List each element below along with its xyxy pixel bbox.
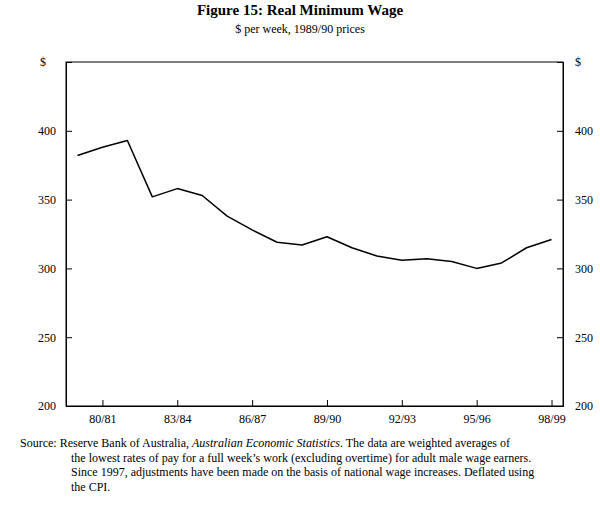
y-axis-label: $ (40, 55, 46, 69)
note-segment: the lowest rates of pay for a full week’… (71, 451, 531, 465)
tick-label: 80/81 (89, 412, 116, 426)
plot-frame (66, 62, 563, 406)
title: Figure 15: Real Minimum Wage (197, 2, 403, 18)
note: the CPI. (71, 480, 110, 494)
tick-mark (557, 200, 563, 201)
tick-mark (66, 268, 72, 269)
note-segment: Since 1997, adjustments have been made o… (71, 465, 534, 479)
data-line (77, 140, 551, 268)
tick-label: 350 (38, 193, 56, 207)
subtitle: $ per week, 1989/90 prices (235, 22, 365, 36)
tick: 400 (38, 124, 72, 138)
tick-label: 95/96 (464, 412, 491, 426)
tick-label: 350 (575, 193, 593, 207)
tick-mark (557, 131, 563, 132)
x-axis: 80/81 83/84 86/87 89/90 92/93 95/96 98/99 (67, 400, 566, 426)
note-segment: the CPI. (71, 480, 110, 494)
tick-label: 250 (38, 331, 56, 345)
tick-label: 400 (575, 124, 593, 138)
tick-mark (66, 131, 72, 132)
tick-mark (557, 268, 563, 269)
tick-mark (66, 337, 72, 338)
tick: 80/81 (89, 400, 116, 426)
tick-mark (252, 400, 253, 406)
tick-label: 92/93 (389, 412, 416, 426)
tick-mark (552, 400, 553, 406)
note: the lowest rates of pay for a full week’… (71, 451, 531, 465)
tick-label: 250 (575, 331, 593, 345)
tick: 95/96 (464, 400, 491, 426)
y-axis: 200 250 300 350 400 (38, 63, 72, 414)
tick-mark (66, 200, 72, 201)
tick: 86/87 (239, 400, 266, 426)
note: Since 1997, adjustments have been made o… (71, 465, 534, 479)
note-segment: . The data are weighted averages of (340, 436, 510, 450)
tick-label: 98/99 (538, 412, 565, 426)
tick-label: 300 (38, 262, 56, 276)
tick-mark (327, 400, 328, 406)
tick: 350 (557, 193, 593, 207)
tick-mark (477, 400, 478, 406)
tick-label: 200 (38, 399, 56, 413)
note-segment: Source: Reserve Bank of Australia, (20, 436, 192, 450)
axis-line (67, 63, 73, 407)
tick: 400 (557, 124, 593, 138)
tick: 83/84 (164, 400, 191, 426)
tick-mark (402, 400, 403, 406)
axis-line (67, 400, 564, 407)
tick-label: 300 (575, 262, 593, 276)
tick-label: 89/90 (314, 412, 341, 426)
plot-area (77, 140, 551, 268)
note-segment: Australian Economic Statistics (191, 436, 340, 450)
y2-axis-label: $ (575, 55, 581, 69)
tick: 300 (38, 262, 72, 276)
tick: 89/90 (314, 400, 341, 426)
tick-mark (557, 337, 563, 338)
tick: 350 (38, 193, 72, 207)
tick-label: 200 (575, 399, 593, 413)
tick: 98/99 (538, 400, 565, 426)
tick: 250 (557, 331, 593, 345)
tick: 92/93 (389, 400, 416, 426)
tick-label: 400 (38, 124, 56, 138)
tick-mark (177, 400, 178, 406)
tick: 300 (557, 262, 593, 276)
tick-label: 86/87 (239, 412, 266, 426)
note: Source: Reserve Bank of Australia, Austr… (20, 436, 510, 450)
chart: Figure 15: Real Minimum Wage $ per week, … (0, 0, 600, 515)
tick-label: 83/84 (164, 412, 191, 426)
tick: 250 (38, 331, 72, 345)
y2-axis: 200 250 300 350 400 (557, 63, 593, 414)
axis-line (557, 63, 564, 407)
tick-mark (102, 400, 103, 406)
